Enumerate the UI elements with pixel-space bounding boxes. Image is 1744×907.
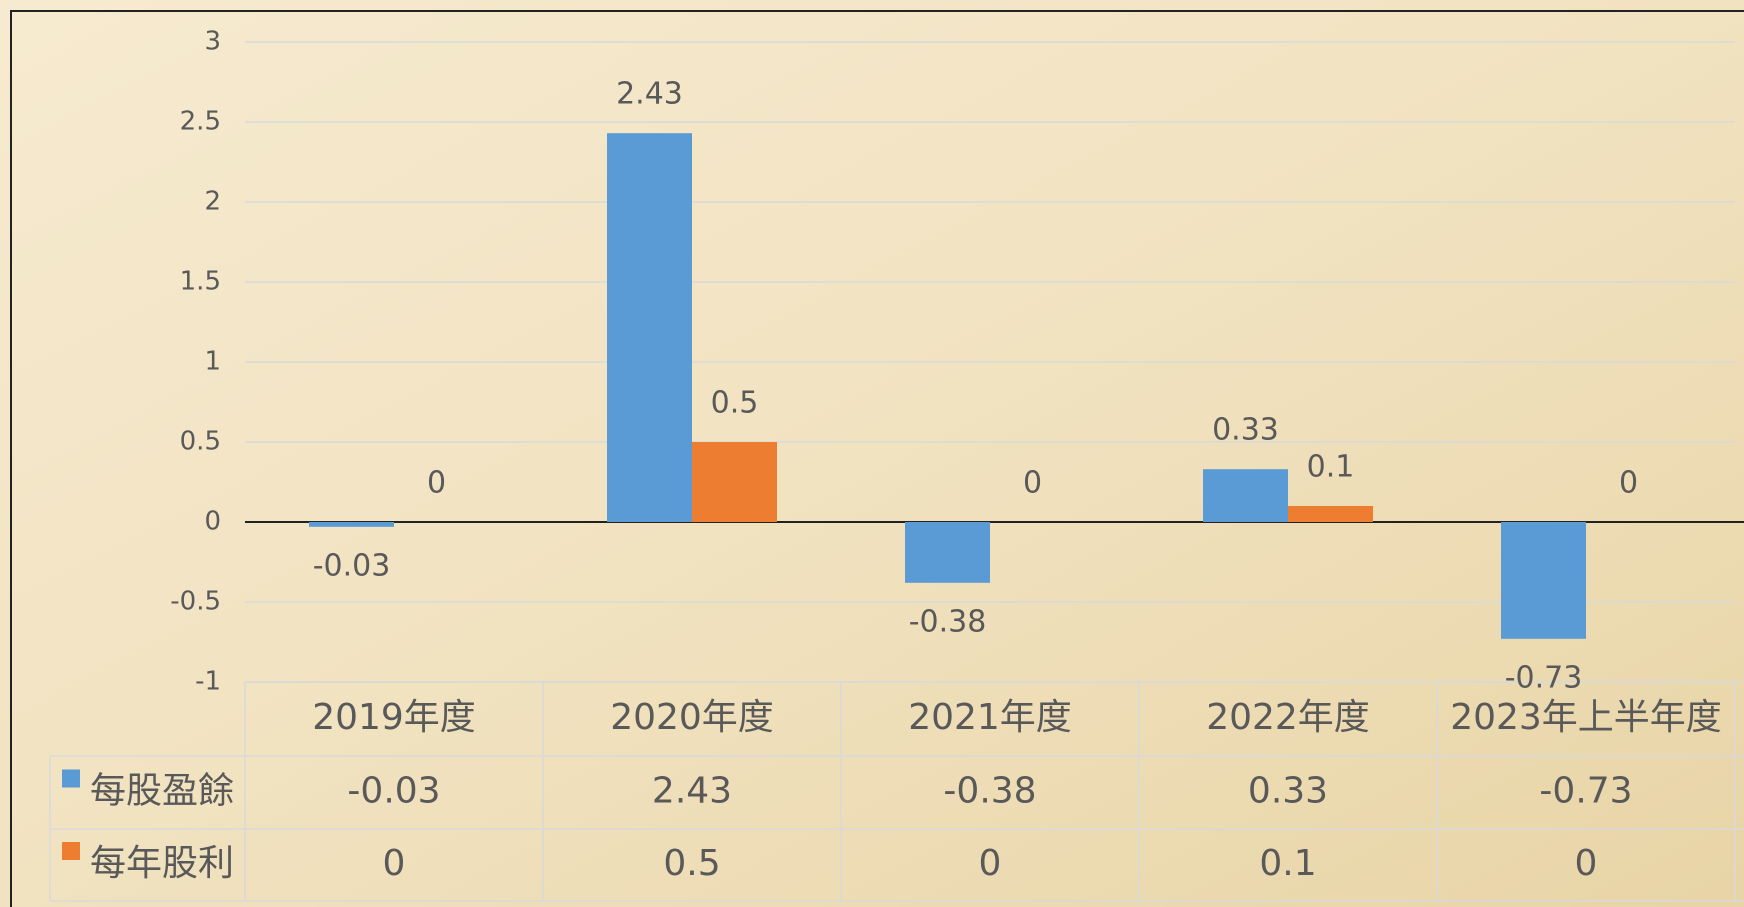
table-value: 0.33 [1248, 771, 1328, 812]
data-label: 0 [1023, 466, 1042, 501]
table-value: 0 [1575, 843, 1598, 884]
bar [1288, 506, 1373, 522]
bar [692, 442, 777, 522]
data-label: -0.38 [909, 604, 987, 639]
legend-swatch [62, 769, 80, 788]
table-value: 0 [979, 843, 1002, 884]
frame [10, 10, 1744, 907]
data-label: -0.73 [1505, 660, 1583, 695]
legend-label: 每年股利 [90, 843, 234, 884]
table-value: -0.38 [943, 771, 1036, 812]
x-tick-label: 2023年上半年度 [1450, 697, 1722, 738]
table-value: -0.73 [1539, 771, 1632, 812]
y-tick-label: 0.5 [180, 427, 221, 457]
y-tick-label: 2 [204, 187, 221, 217]
y-tick-label: 2.5 [180, 107, 221, 137]
data-label: 0.1 [1307, 450, 1355, 485]
data-label: 0.33 [1212, 413, 1279, 448]
bar [607, 133, 692, 522]
table-value: -0.03 [347, 771, 440, 812]
table-value: 0 [383, 843, 406, 884]
x-tick-label: 2020年度 [610, 697, 774, 738]
legend-label: 每股盈餘 [90, 771, 234, 812]
x-tick-label: 2019年度 [312, 697, 476, 738]
data-label: -0.03 [313, 548, 391, 583]
table-value: 0.5 [663, 843, 720, 884]
table-value: 0.1 [1259, 843, 1316, 884]
data-label: 2.43 [616, 77, 683, 112]
y-tick-label: 1.5 [180, 267, 221, 297]
x-tick-label: 2021年度 [908, 697, 1072, 738]
bar [1203, 469, 1288, 522]
bar [1501, 522, 1586, 639]
table-value: 2.43 [652, 771, 732, 812]
x-tick-label: 2022年度 [1206, 697, 1370, 738]
y-tick-label: 0 [204, 507, 221, 537]
bar [309, 522, 394, 527]
data-label: 0 [1619, 466, 1638, 501]
y-tick-label: -1 [195, 667, 221, 697]
y-tick-label: -0.5 [170, 587, 221, 617]
data-label: 0 [427, 466, 446, 501]
y-tick-label: 3 [204, 27, 221, 57]
y-tick-label: 1 [204, 347, 221, 377]
bar [905, 522, 990, 583]
data-label: 0.5 [711, 386, 759, 421]
legend-swatch [62, 842, 80, 860]
